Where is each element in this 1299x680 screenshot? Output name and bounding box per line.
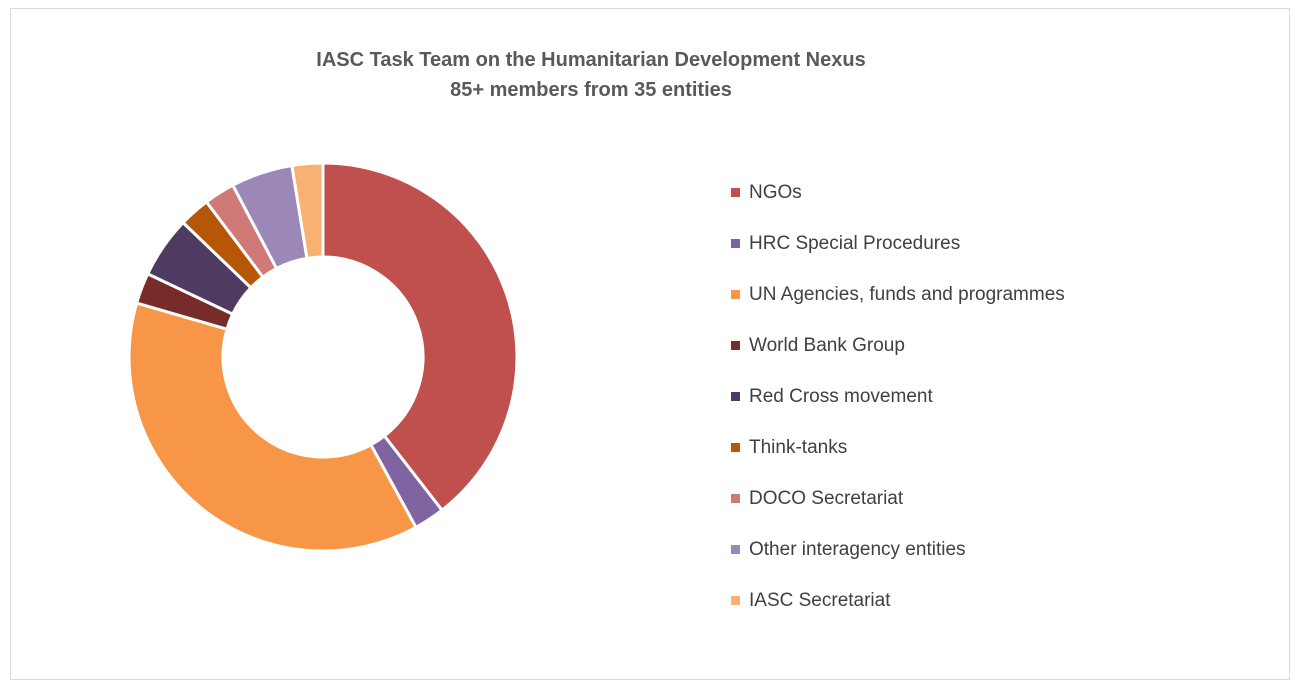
legend-swatch — [731, 494, 740, 503]
legend-label: UN Agencies, funds and programmes — [749, 283, 1065, 305]
legend-label: World Bank Group — [749, 334, 905, 356]
legend-label: Other interagency entities — [749, 538, 966, 560]
donut-chart — [127, 161, 519, 553]
legend-swatch — [731, 545, 740, 554]
legend-item: UN Agencies, funds and programmes — [731, 269, 1291, 320]
legend-item: Red Cross movement — [731, 371, 1291, 422]
legend-label: DOCO Secretariat — [749, 487, 904, 509]
legend-label: NGOs — [749, 181, 802, 203]
legend-item: World Bank Group — [731, 320, 1291, 371]
legend-item: NGOs — [731, 167, 1291, 218]
legend-item: Other interagency entities — [731, 524, 1291, 575]
legend-swatch — [731, 239, 740, 248]
donut-slice-iasc-secretariat — [290, 161, 325, 261]
chart-title: IASC Task Team on the Humanitarian Devel… — [316, 49, 866, 71]
legend-swatch — [731, 290, 740, 299]
legend-label: Red Cross movement — [749, 385, 933, 407]
legend-label: Think-tanks — [749, 436, 848, 458]
legend-item: DOCO Secretariat — [731, 473, 1291, 524]
legend-swatch — [731, 596, 740, 605]
legend-item: Think-tanks — [731, 422, 1291, 473]
legend-item: HRC Special Procedures — [731, 218, 1291, 269]
chart-subtitle: 85+ members from 35 entities — [450, 79, 732, 101]
donut-slice-ngos — [321, 161, 519, 513]
legend-item: IASC Secretariat — [731, 575, 1291, 626]
chart-title-block: IASC Task Team on the Humanitarian Devel… — [241, 45, 941, 105]
legend-swatch — [731, 188, 740, 197]
donut-slice-un-agencies-funds-and-programmes — [127, 301, 418, 553]
legend-swatch — [731, 392, 740, 401]
legend-swatch — [731, 341, 740, 350]
chart-frame: IASC Task Team on the Humanitarian Devel… — [10, 8, 1290, 680]
chart-legend: NGOs HRC Special Procedures UN Agencies, f… — [731, 167, 1291, 626]
legend-label: IASC Secretariat — [749, 589, 891, 611]
legend-label: HRC Special Procedures — [749, 232, 961, 254]
legend-swatch — [731, 443, 740, 452]
